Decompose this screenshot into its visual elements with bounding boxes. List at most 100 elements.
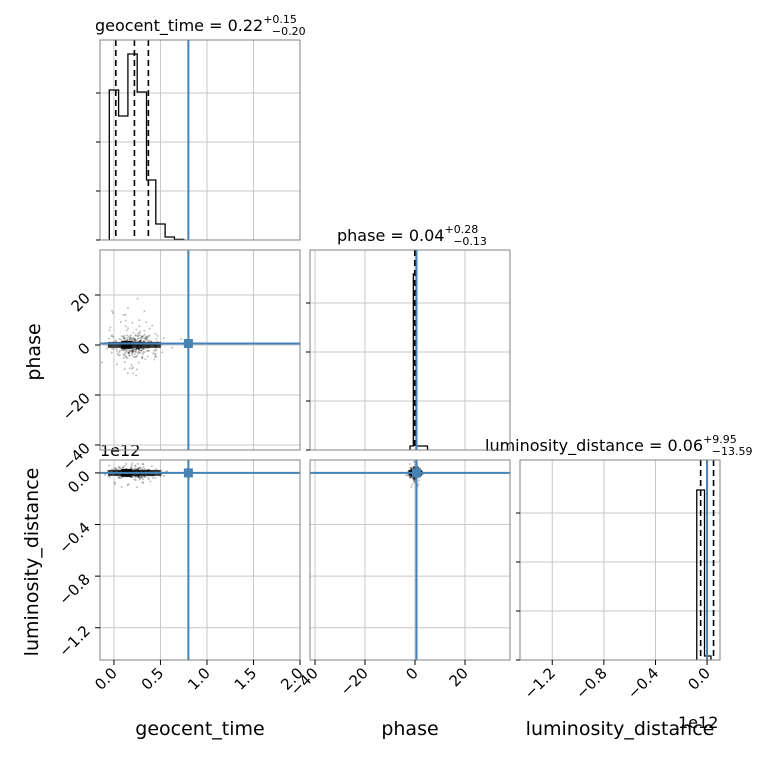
frame-luminosity_distance xyxy=(519,459,721,661)
sample-point xyxy=(143,350,146,353)
sample-point xyxy=(108,464,111,467)
sample-point xyxy=(142,335,145,338)
sample-point xyxy=(125,350,128,353)
sample-point xyxy=(406,474,409,477)
sample-point xyxy=(126,307,129,310)
sample-point xyxy=(130,350,133,353)
ylabel-phase: phase xyxy=(23,323,45,380)
sample-point xyxy=(124,325,127,328)
sample-point xyxy=(108,329,111,332)
sample-point xyxy=(139,466,142,469)
sample-point xyxy=(131,353,134,356)
sample-point xyxy=(111,312,114,315)
sample-point xyxy=(134,464,137,467)
sample-point xyxy=(143,467,146,470)
sample-point xyxy=(122,356,125,359)
sample-point xyxy=(146,355,149,358)
sample-point xyxy=(115,347,118,350)
sample-point xyxy=(148,339,151,342)
sample-point xyxy=(142,465,145,468)
sample-point xyxy=(180,338,183,341)
sample-point xyxy=(141,335,144,338)
sample-point xyxy=(136,354,139,357)
sample-point xyxy=(146,349,149,352)
sample-point xyxy=(142,481,145,484)
sample-point xyxy=(130,351,133,354)
sample-point xyxy=(141,476,144,479)
sample-point xyxy=(138,339,141,342)
sample-point xyxy=(126,337,129,340)
sample-point xyxy=(144,337,147,340)
sample-point xyxy=(409,466,412,469)
sample-point xyxy=(117,476,120,479)
xlabel-phase: phase xyxy=(381,718,438,740)
sample-point xyxy=(137,337,140,340)
frame-geocent_time xyxy=(99,39,301,241)
sample-point xyxy=(141,337,144,340)
sample-point xyxy=(135,347,138,350)
sample-point xyxy=(127,327,130,330)
sample-point xyxy=(135,467,138,470)
sample-point xyxy=(141,463,144,466)
sample-point xyxy=(134,356,137,359)
sample-point xyxy=(144,358,147,361)
sample-point xyxy=(140,337,143,340)
xtick-label-phase-2: 0 xyxy=(402,664,421,683)
sample-point xyxy=(125,356,128,359)
sample-point xyxy=(413,466,416,469)
sample-point xyxy=(139,339,142,342)
sample-point xyxy=(126,372,129,375)
sample-point xyxy=(160,469,163,472)
sample-point xyxy=(412,480,415,483)
sample-point xyxy=(114,467,117,470)
sample-point xyxy=(142,478,145,481)
sample-point xyxy=(138,475,141,478)
sample-point xyxy=(147,334,150,337)
sample-point xyxy=(408,476,411,479)
sample-point xyxy=(141,347,144,350)
sample-point xyxy=(161,351,164,354)
sample-point xyxy=(134,349,137,352)
sample-point xyxy=(125,329,128,332)
ytick-label-luminosity_distance-1: −0.8 xyxy=(55,570,93,608)
sample-point xyxy=(123,361,126,364)
sample-point xyxy=(132,350,135,353)
sample-point xyxy=(123,354,126,357)
density-core xyxy=(108,341,161,348)
sample-point xyxy=(140,475,143,478)
sample-point xyxy=(408,462,411,465)
sample-point xyxy=(118,349,121,352)
sample-point xyxy=(134,465,137,468)
sample-point xyxy=(127,351,130,354)
sample-point xyxy=(413,466,416,469)
sample-point xyxy=(123,464,126,467)
truth-marker xyxy=(183,468,193,478)
sample-point xyxy=(140,349,143,352)
sample-point xyxy=(121,348,124,351)
sample-point xyxy=(133,338,136,341)
sample-point xyxy=(104,474,107,477)
sample-point xyxy=(156,334,159,337)
sample-point xyxy=(148,327,151,330)
sample-point xyxy=(137,476,140,479)
sample-point xyxy=(138,325,141,328)
sample-point xyxy=(147,477,150,480)
sample-point xyxy=(152,352,155,355)
sample-point xyxy=(143,475,146,478)
sample-point xyxy=(146,337,149,340)
sample-point xyxy=(112,348,115,351)
sample-point xyxy=(111,309,114,312)
sample-point xyxy=(108,337,111,340)
sample-point xyxy=(134,479,137,482)
sample-point xyxy=(136,334,139,337)
sample-point xyxy=(153,358,156,361)
sample-point xyxy=(139,352,142,355)
sample-point xyxy=(122,466,125,469)
sample-point xyxy=(141,355,144,358)
sample-point xyxy=(126,338,129,341)
sample-point xyxy=(119,466,122,469)
frame-panel xyxy=(99,459,301,661)
sample-point xyxy=(116,352,119,355)
sample-point xyxy=(149,480,152,483)
sample-point xyxy=(171,346,174,349)
